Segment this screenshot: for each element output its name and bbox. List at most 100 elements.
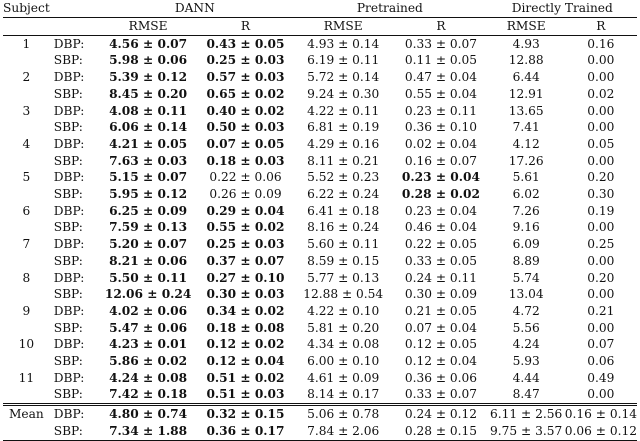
signal-cell: DBP: xyxy=(53,103,85,118)
value-cell: 5.72 ± 0.14 xyxy=(307,70,380,85)
value-cell: 0.27 ± 0.10 xyxy=(206,270,285,285)
metric-header: RMSE xyxy=(323,19,363,33)
value-cell: 0.02 ± 0.04 xyxy=(404,136,478,151)
table-row: 7 DBP: 5.20 ± 0.07 0.25 ± 0.03 5.60 ± 0.11 0.… xyxy=(3,236,637,253)
value-cell: 7.84 ± 2.06 xyxy=(307,423,380,438)
value-cell: 0.23 ± 0.04 xyxy=(401,170,480,185)
value-cell: 6.19 ± 0.11 xyxy=(307,53,380,68)
value-cell: 17.26 xyxy=(508,153,544,168)
value-cell: 0.12 ± 0.04 xyxy=(404,354,478,369)
value-cell: 0.50 ± 0.03 xyxy=(206,120,285,135)
value-cell: 5.60 ± 0.11 xyxy=(307,237,380,252)
value-cell: 5.52 ± 0.23 xyxy=(307,170,380,185)
value-cell: 0.23 ± 0.04 xyxy=(404,203,478,218)
value-cell: 0.30 ± 0.03 xyxy=(206,287,285,302)
value-cell: 0.19 xyxy=(587,203,615,218)
signal-cell: DBP: xyxy=(53,370,85,385)
value-cell: 7.42 ± 0.18 xyxy=(109,387,188,402)
subject-cell xyxy=(3,353,50,370)
table-row: 6 DBP: 6.25 ± 0.09 0.29 ± 0.04 6.41 ± 0.18 0.… xyxy=(3,203,637,220)
value-cell: 6.00 ± 0.10 xyxy=(307,354,380,369)
subject-cell: 6 xyxy=(22,203,31,218)
value-cell: 4.23 ± 0.01 xyxy=(109,337,188,352)
value-cell: 0.24 ± 0.11 xyxy=(404,270,478,285)
signal-cell: DBP: xyxy=(53,70,85,85)
signal-cell: SBP: xyxy=(53,387,83,402)
value-cell: 0.34 ± 0.02 xyxy=(206,303,285,318)
group-header-directly-trained: Directly Trained xyxy=(511,1,613,15)
value-cell: 0.24 ± 0.12 xyxy=(404,407,478,422)
table-row: 2 DBP: 5.39 ± 0.12 0.57 ± 0.03 5.72 ± 0.14 0.… xyxy=(3,69,637,86)
value-cell: 0.36 ± 0.06 xyxy=(404,370,478,385)
value-cell: 0.25 ± 0.03 xyxy=(206,237,285,252)
value-cell: 0.47 ± 0.04 xyxy=(404,70,478,85)
value-cell: 0.18 ± 0.03 xyxy=(206,153,285,168)
value-cell: 6.22 ± 0.24 xyxy=(307,187,380,202)
value-cell: 4.22 ± 0.11 xyxy=(307,103,380,118)
value-cell: 7.34 ± 1.88 xyxy=(109,423,188,438)
value-cell: 0.12 ± 0.02 xyxy=(206,337,285,352)
value-cell: 0.06 xyxy=(587,354,615,369)
value-cell: 0.29 ± 0.04 xyxy=(206,203,285,218)
value-cell: 0.46 ± 0.04 xyxy=(404,220,478,235)
value-cell: 8.21 ± 0.06 xyxy=(109,253,188,268)
subject-cell xyxy=(3,320,50,337)
value-cell: 12.91 xyxy=(508,86,544,101)
value-cell: 0.00 xyxy=(587,387,615,402)
mean-row: SBP: 7.34 ± 1.88 0.36 ± 0.17 7.84 ± 2.06 0.2… xyxy=(3,423,637,441)
value-cell: 0.57 ± 0.03 xyxy=(206,70,285,85)
table-row: SBP: 8.21 ± 0.06 0.37 ± 0.07 8.59 ± 0.15 0.3… xyxy=(3,253,637,270)
value-cell: 0.00 xyxy=(587,70,615,85)
value-cell: 7.26 xyxy=(512,203,540,218)
value-cell: 8.59 ± 0.15 xyxy=(307,253,380,268)
value-cell: 0.12 ± 0.04 xyxy=(206,354,285,369)
mean-row: Mean DBP: 4.80 ± 0.74 0.32 ± 0.15 5.06 ± 0.7… xyxy=(3,404,637,423)
value-cell: 5.77 ± 0.13 xyxy=(307,270,380,285)
table-row: SBP: 5.86 ± 0.02 0.12 ± 0.04 6.00 ± 0.10 0.1… xyxy=(3,353,637,370)
value-cell: 4.56 ± 0.07 xyxy=(109,36,188,51)
value-cell: 0.00 xyxy=(587,103,615,118)
value-cell: 7.41 xyxy=(512,120,540,135)
value-cell: 4.61 ± 0.09 xyxy=(307,370,380,385)
value-cell: 6.06 ± 0.14 xyxy=(109,120,188,135)
signal-cell: DBP: xyxy=(53,170,85,185)
value-cell: 0.51 ± 0.02 xyxy=(206,370,285,385)
value-cell: 5.81 ± 0.20 xyxy=(307,320,380,335)
signal-cell: SBP: xyxy=(53,120,83,135)
value-cell: 0.00 xyxy=(587,53,615,68)
subject-cell xyxy=(3,219,50,236)
value-cell: 0.28 ± 0.02 xyxy=(401,187,480,202)
value-cell: 4.12 xyxy=(512,136,540,151)
value-cell: 0.28 ± 0.15 xyxy=(404,423,478,438)
value-cell: 0.20 xyxy=(587,270,615,285)
subject-cell: 7 xyxy=(22,237,31,252)
subject-cell xyxy=(3,153,50,170)
table-row: SBP: 5.95 ± 0.12 0.26 ± 0.09 6.22 ± 0.24 0.2… xyxy=(3,186,637,203)
value-cell: 0.33 ± 0.05 xyxy=(404,253,478,268)
table-row: SBP: 12.06 ± 0.24 0.30 ± 0.03 12.88 ± 0.54 0… xyxy=(3,286,637,303)
value-cell: 0.00 xyxy=(587,320,615,335)
value-cell: 5.95 ± 0.12 xyxy=(109,187,188,202)
value-cell: 0.16 ± 0.07 xyxy=(404,153,478,168)
value-cell: 0.23 ± 0.11 xyxy=(404,103,478,118)
table-row: SBP: 6.06 ± 0.14 0.50 ± 0.03 6.81 ± 0.19 0.3… xyxy=(3,119,637,136)
value-cell: 0.00 xyxy=(587,220,615,235)
value-cell: 13.04 xyxy=(508,287,544,302)
value-cell: 0.26 ± 0.09 xyxy=(209,187,282,202)
value-cell: 5.93 xyxy=(512,354,540,369)
value-cell: 5.61 xyxy=(512,170,540,185)
value-cell: 0.25 ± 0.03 xyxy=(206,53,285,68)
value-cell: 5.98 ± 0.06 xyxy=(109,53,188,68)
value-cell: 0.49 xyxy=(587,370,615,385)
subject-cell: 5 xyxy=(22,170,31,185)
value-cell: 5.74 xyxy=(512,270,540,285)
subject-header: Subject xyxy=(3,1,50,15)
value-cell: 0.30 xyxy=(587,187,615,202)
value-cell: 5.20 ± 0.07 xyxy=(109,237,188,252)
value-cell: 0.65 ± 0.02 xyxy=(206,86,285,101)
value-cell: 0.55 ± 0.04 xyxy=(404,86,478,101)
group-header-pretrained: Pretrained xyxy=(356,1,423,15)
table-row: SBP: 5.98 ± 0.06 0.25 ± 0.03 6.19 ± 0.11 0.1… xyxy=(3,52,637,69)
subject-cell: Mean xyxy=(8,407,44,422)
subject-cell: 10 xyxy=(18,337,35,352)
